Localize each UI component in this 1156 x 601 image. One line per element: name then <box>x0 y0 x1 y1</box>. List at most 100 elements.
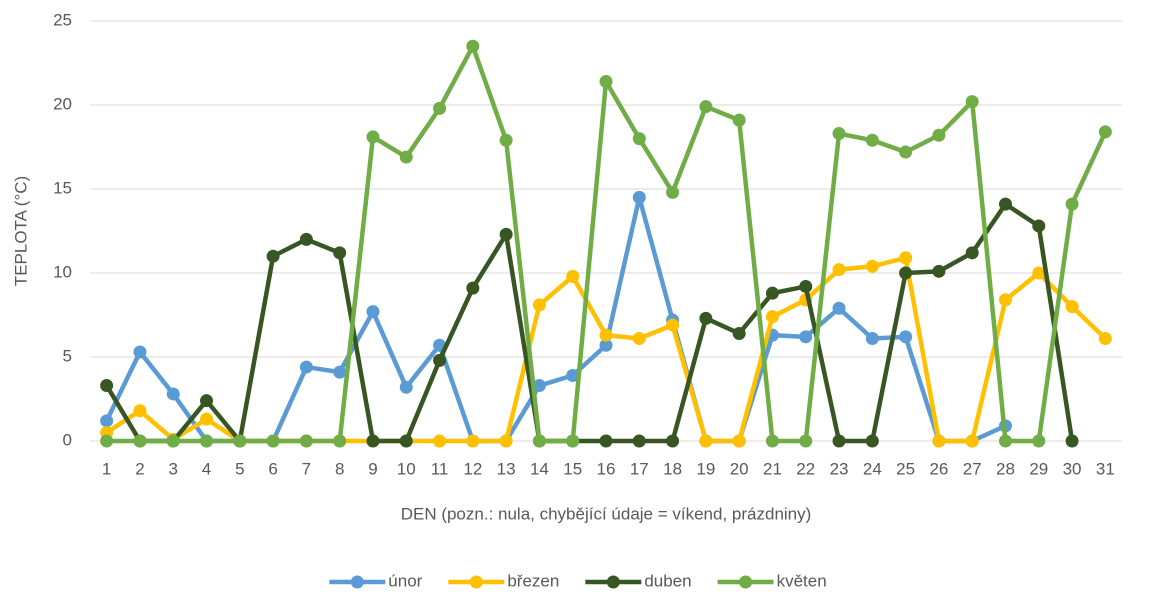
x-tick-label: 23 <box>830 459 849 478</box>
point <box>832 434 846 448</box>
y-tick-label: 10 <box>53 262 72 281</box>
point <box>1065 300 1079 314</box>
x-tick-label: 30 <box>1063 459 1082 478</box>
point <box>765 434 779 448</box>
y-tick-label: 25 <box>53 10 72 29</box>
point <box>699 434 713 448</box>
point <box>299 232 313 246</box>
point <box>865 434 879 448</box>
point <box>299 360 313 374</box>
point <box>699 311 713 325</box>
x-tick-label: 15 <box>563 459 582 478</box>
x-tick-label: 4 <box>202 459 211 478</box>
point <box>899 266 913 280</box>
point <box>333 365 347 379</box>
point <box>832 301 846 315</box>
point <box>899 330 913 344</box>
x-tick-label: 19 <box>696 459 715 478</box>
point <box>166 434 180 448</box>
y-tick-label: 5 <box>63 346 72 365</box>
point <box>799 279 813 293</box>
point <box>599 338 613 352</box>
point <box>399 434 413 448</box>
point <box>599 328 613 342</box>
point <box>699 100 713 114</box>
point <box>998 434 1012 448</box>
point <box>899 251 913 265</box>
point <box>133 404 147 418</box>
x-tick-label: 10 <box>397 459 416 478</box>
point <box>266 434 280 448</box>
y-axis-label: TEPLOTA (°C) <box>11 176 30 286</box>
point <box>466 434 480 448</box>
x-tick-label: 18 <box>663 459 682 478</box>
point <box>499 227 513 241</box>
point <box>1098 125 1112 139</box>
point <box>532 379 546 393</box>
point <box>1032 434 1046 448</box>
point <box>333 246 347 260</box>
point <box>499 133 513 147</box>
legend-label: duben <box>644 571 691 590</box>
x-tick-label: 1 <box>102 459 111 478</box>
point <box>166 387 180 401</box>
x-tick-label: 29 <box>1029 459 1048 478</box>
y-tick-label: 0 <box>63 430 72 449</box>
x-tick-label: 31 <box>1096 459 1115 478</box>
x-axis-label: DEN (pozn.: nula, chybějící údaje = víke… <box>401 504 812 523</box>
point <box>1065 197 1079 211</box>
point <box>765 310 779 324</box>
x-tick-label: 17 <box>630 459 649 478</box>
point <box>599 434 613 448</box>
legend-marker <box>469 575 483 589</box>
x-tick-label: 8 <box>335 459 344 478</box>
legend-marker <box>350 575 364 589</box>
point <box>566 434 580 448</box>
x-tick-label: 16 <box>597 459 616 478</box>
point <box>1032 266 1046 280</box>
point <box>133 345 147 359</box>
x-tick-label: 25 <box>896 459 915 478</box>
point <box>666 434 680 448</box>
point <box>666 185 680 199</box>
x-tick-label: 27 <box>963 459 982 478</box>
point <box>599 74 613 88</box>
point <box>799 330 813 344</box>
x-tick-label: 22 <box>796 459 815 478</box>
x-tick-label: 20 <box>730 459 749 478</box>
x-tick-label: 14 <box>530 459 549 478</box>
legend-label: únor <box>388 571 422 590</box>
point <box>865 332 879 346</box>
x-tick-label: 3 <box>168 459 177 478</box>
point <box>466 281 480 295</box>
x-tick-label: 13 <box>497 459 516 478</box>
point <box>732 326 746 340</box>
point <box>965 246 979 260</box>
x-tick-label: 6 <box>268 459 277 478</box>
point <box>932 264 946 278</box>
point <box>233 434 247 448</box>
point <box>200 434 214 448</box>
point <box>932 434 946 448</box>
point <box>865 133 879 147</box>
point <box>333 434 347 448</box>
point <box>366 434 380 448</box>
point <box>133 434 147 448</box>
point <box>100 414 114 428</box>
point <box>965 434 979 448</box>
x-tick-label: 21 <box>763 459 782 478</box>
point <box>1098 332 1112 346</box>
point <box>632 332 646 346</box>
point <box>100 379 114 393</box>
point <box>499 434 513 448</box>
x-tick-label: 24 <box>863 459 882 478</box>
point <box>666 318 680 332</box>
point <box>399 380 413 394</box>
point <box>532 434 546 448</box>
x-tick-label: 12 <box>463 459 482 478</box>
point <box>100 434 114 448</box>
x-tick-label: 7 <box>302 459 311 478</box>
point <box>799 434 813 448</box>
legend-marker <box>739 575 753 589</box>
